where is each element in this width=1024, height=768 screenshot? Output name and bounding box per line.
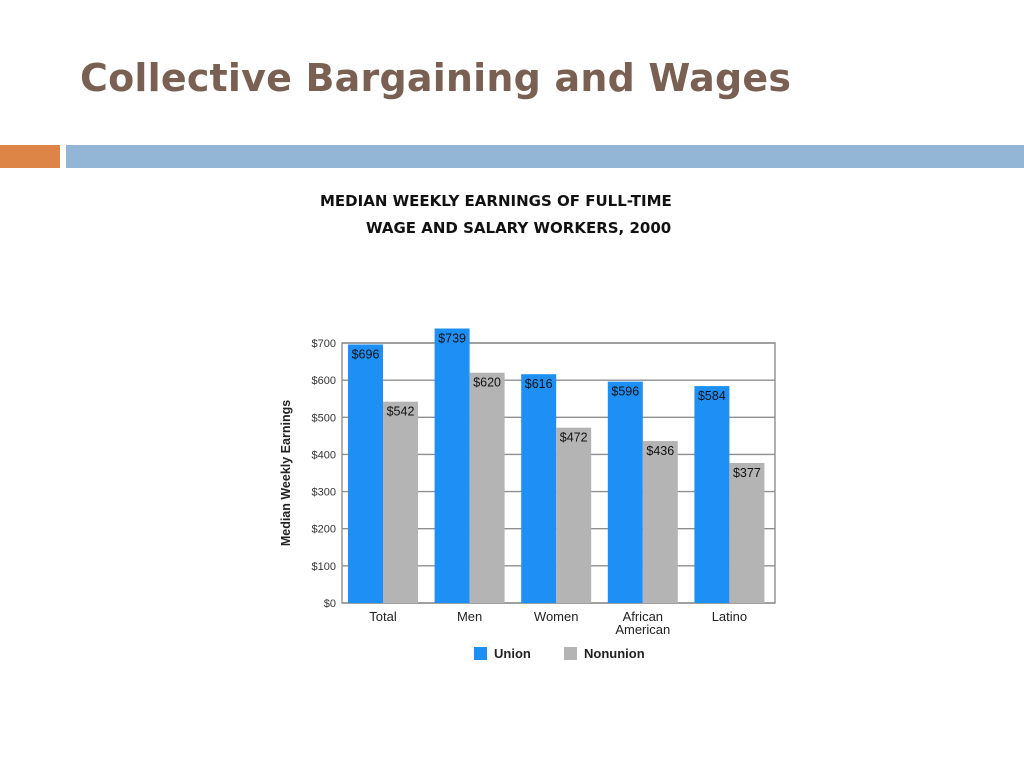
chart-heading: MEDIAN WEEKLY EARNINGS OF FULL-TIME WAGE…	[300, 188, 760, 242]
chart-heading-line-2: WAGE AND SALARY WORKERS, 2000	[366, 219, 672, 237]
y-tick-label: $700	[312, 338, 336, 350]
y-axis-label: Median Weekly Earnings	[279, 400, 293, 546]
y-tick-label: $0	[324, 598, 336, 610]
title-accent-bar	[0, 145, 60, 168]
y-tick-label: $200	[312, 524, 336, 536]
bar-value-label: $620	[473, 376, 501, 390]
bar-value-label: $436	[646, 444, 674, 458]
bar-value-label: $739	[438, 332, 466, 346]
bar-nonunion	[469, 372, 505, 603]
bar-nonunion	[729, 462, 765, 603]
x-tick-label: Women	[534, 609, 579, 624]
bar-value-label: $472	[560, 431, 588, 445]
y-tick-label: $100	[312, 561, 336, 573]
bar-union	[434, 328, 470, 603]
y-tick-label: $600	[312, 375, 336, 387]
y-tick-label: $400	[312, 449, 336, 461]
bar-union	[521, 374, 557, 603]
bar-value-label: $584	[698, 389, 726, 403]
bar-union	[348, 344, 383, 603]
bar-nonunion	[642, 441, 678, 603]
legend-label-union: Union	[494, 646, 531, 661]
slide-title: Collective Bargaining and Wages	[80, 56, 792, 100]
bar-value-label: $377	[733, 466, 761, 480]
x-tick-label: Total	[369, 609, 397, 624]
y-tick-label: $300	[312, 487, 336, 499]
bar-union	[607, 381, 643, 603]
bar-value-label: $542	[387, 405, 415, 419]
bar-nonunion	[556, 427, 592, 603]
bar-value-label: $696	[352, 347, 380, 361]
bar-value-label: $616	[525, 377, 553, 391]
earnings-bar-chart: $0 $100 $200 $300 $400 $500 $600 $700 Median Wee…	[279, 328, 776, 661]
bar-nonunion	[383, 401, 418, 603]
chart-heading-line-1: MEDIAN WEEKLY EARNINGS OF FULL-TIME	[320, 192, 672, 210]
y-tick-label: $500	[312, 412, 336, 424]
bar-value-label: $596	[611, 385, 639, 399]
x-tick-label: Men	[457, 609, 482, 624]
title-divider-band	[66, 145, 1024, 168]
x-tick-label: African	[623, 609, 663, 624]
x-tick-label: American	[615, 622, 670, 637]
legend-swatch-nonunion	[564, 647, 577, 660]
x-tick-label: Latino	[712, 609, 747, 624]
legend-swatch-union	[474, 647, 487, 660]
legend-label-nonunion: Nonunion	[584, 646, 645, 661]
bar-union	[694, 386, 730, 603]
